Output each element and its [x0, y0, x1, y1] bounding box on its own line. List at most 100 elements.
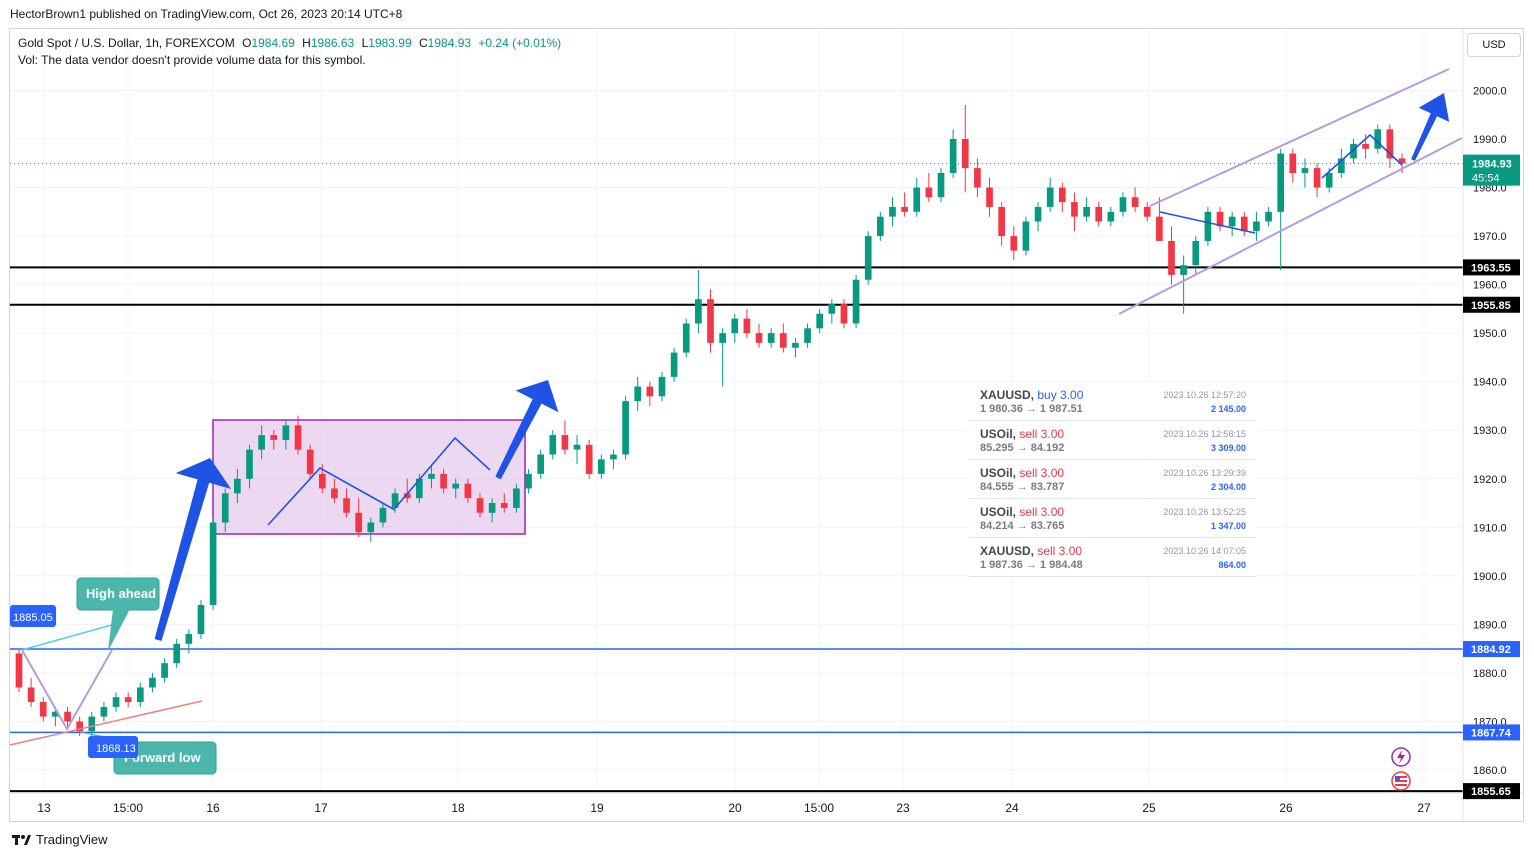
- tradingview-logo[interactable]: TradingView: [12, 832, 108, 847]
- candle-body: [852, 279, 860, 324]
- low-price-tag: [88, 736, 138, 758]
- candle-body: [573, 444, 581, 450]
- consolidation-rectangle: [212, 419, 526, 535]
- candle-body: [440, 473, 447, 489]
- legend-close: 1984.93: [427, 36, 472, 50]
- candle-body: [634, 386, 642, 402]
- big-up-arrow: [154, 458, 232, 641]
- chart-frame[interactable]: [9, 28, 1524, 822]
- trade-symbol: USOil: [980, 505, 1013, 519]
- candle-body: [719, 333, 726, 343]
- trade-profit: 1 347.00: [1210, 521, 1246, 531]
- trades-panel: XAUUSD, buy 3.00 1 980.36 → 1 987.51 202…: [969, 383, 1256, 578]
- tradingview-brand: TradingView: [36, 832, 108, 847]
- x-tick-label: 20: [728, 801, 742, 815]
- level-price-tag: [1463, 296, 1520, 313]
- candle-body: [1216, 211, 1224, 227]
- candle-body: [792, 342, 799, 348]
- level-price-label: 1963.55: [1471, 262, 1511, 274]
- level-price-label: 1867.74: [1471, 727, 1512, 739]
- trade-row[interactable]: USOil, sell 3.00 84.214 → 83.765 2023.10…: [969, 500, 1256, 538]
- level-price-tag: [1463, 641, 1520, 658]
- x-tick-label: 19: [590, 801, 604, 815]
- trade-time: 2023.10.26 12:57:20: [1163, 390, 1246, 400]
- trade-time: 2023.10.26 14:07:05: [1163, 546, 1246, 556]
- trade-row[interactable]: XAUUSD, buy 3.00 1 980.36 → 1 987.51 202…: [969, 383, 1256, 421]
- candle-body: [986, 187, 993, 207]
- trade-prices: 84.555 → 83.787: [980, 481, 1065, 493]
- y-tick-label: 1970.0: [1473, 231, 1507, 243]
- legend-open: 1984.69: [251, 36, 295, 50]
- candle-body: [1398, 158, 1406, 164]
- currency-button[interactable]: USD: [1467, 33, 1521, 57]
- y-tick-label: 1890.0: [1473, 619, 1507, 631]
- trade-symbol: XAUUSD: [980, 388, 1031, 402]
- y-tick-label: 1930.0: [1473, 425, 1507, 437]
- breakout-arrow: [495, 380, 559, 480]
- candle-body: [367, 522, 375, 533]
- channel-upper-line: [1149, 68, 1450, 207]
- candle-body: [549, 435, 557, 455]
- flag-stripe: [1395, 784, 1407, 786]
- candle-body: [1192, 240, 1200, 266]
- level-price-label: 1855.65: [1471, 786, 1511, 798]
- y-tick-label: 1990.0: [1473, 134, 1507, 146]
- candle-body: [500, 503, 508, 508]
- x-tick-label: 15:00: [113, 801, 143, 815]
- candles: [15, 105, 1406, 737]
- candle-body: [331, 488, 338, 499]
- candle-body: [585, 444, 593, 474]
- candle-body: [1143, 206, 1151, 217]
- tradingview-logo-icon: [12, 834, 31, 845]
- candle-body: [403, 493, 411, 499]
- candle-body: [76, 721, 83, 732]
- y-tick-label: 1860.0: [1473, 765, 1507, 777]
- high-price-tag-label: 1885.05: [13, 612, 53, 624]
- trade-time: 2023.10.26 13:52:25: [1163, 507, 1246, 517]
- flag-canton: [1395, 776, 1400, 780]
- y-tick-label: 1950.0: [1473, 328, 1507, 340]
- candle-body: [209, 522, 217, 605]
- candle-body: [221, 493, 229, 523]
- candle-body: [925, 187, 933, 198]
- y-tick-label: 1900.0: [1473, 571, 1507, 583]
- candle-body: [282, 425, 290, 440]
- support-trend-line: [9, 700, 203, 746]
- candle-body: [816, 313, 824, 329]
- flag-stripe: [1395, 776, 1407, 778]
- candle-body: [197, 604, 205, 635]
- horizontal-levels: [10, 163, 1463, 793]
- candle-body: [1253, 221, 1260, 232]
- candle-body: [1204, 211, 1212, 241]
- channel-up-arrow: [1411, 93, 1450, 161]
- candle-body: [234, 478, 241, 494]
- candle-body: [1301, 168, 1309, 173]
- candle-body: [136, 687, 144, 703]
- candle-body: [476, 498, 484, 513]
- candle-body: [1071, 202, 1078, 217]
- candle-body: [112, 697, 120, 707]
- trade-row[interactable]: USOil, sell 3.00 85.295 → 84.192 2023.10…: [969, 422, 1256, 460]
- low-price-tag-label: 1868.13: [96, 743, 136, 755]
- trade-row[interactable]: USOil, sell 3.00 84.555 → 83.787 2023.10…: [969, 461, 1256, 499]
- candle-body: [1010, 236, 1018, 251]
- level-price-label: 1884.92: [1471, 644, 1511, 656]
- channel-path-2: [1321, 133, 1403, 179]
- trade-row[interactable]: XAUUSD, sell 3.00 1 987.36 → 1 984.48 20…: [969, 539, 1256, 577]
- x-tick-label: 25: [1142, 801, 1156, 815]
- candle-body: [779, 333, 787, 348]
- candle-body: [1180, 265, 1187, 275]
- candle-body: [39, 702, 47, 717]
- candle-body: [452, 483, 460, 489]
- channel-path-1: [1159, 211, 1256, 234]
- candle-body: [840, 304, 848, 324]
- level-price-tag: [1463, 259, 1520, 276]
- legend-low: 1983.99: [368, 36, 412, 50]
- candle-body: [658, 376, 666, 397]
- level-price-label: 1955.85: [1471, 300, 1511, 312]
- trade-prices: 85.295 → 84.192: [980, 442, 1065, 454]
- candle-body: [1168, 240, 1175, 275]
- high-callout-pointer: [108, 609, 130, 651]
- high-price-tag: [10, 605, 56, 627]
